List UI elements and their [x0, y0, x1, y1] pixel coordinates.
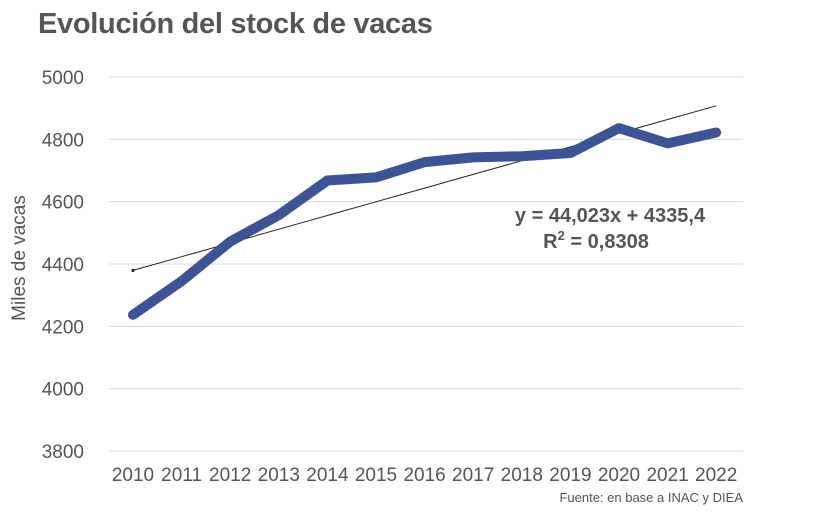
source-note: Fuente: en base a INAC y DIEA: [559, 490, 743, 505]
y-tick-label: 4200: [42, 317, 84, 338]
y-tick-label: 4000: [42, 380, 84, 401]
y-tick-label: 4400: [42, 255, 84, 276]
x-tick-label: 2020: [598, 465, 640, 486]
x-tick-label: 2018: [501, 465, 543, 486]
data-point-2019: [566, 149, 575, 158]
data-point-2010: [129, 310, 137, 319]
data-point-2012: [226, 237, 235, 246]
trendline-equation: y = 44,023x + 4335,4: [515, 205, 706, 227]
data-point-2022: [712, 128, 721, 137]
data-point-2016: [420, 158, 429, 167]
r-squared-label: R2 = 0,8308: [543, 228, 649, 253]
series-group: [128, 105, 722, 320]
data-point-2020: [615, 124, 623, 133]
x-tick-label: 2010: [112, 465, 154, 486]
data-point-2014: [323, 176, 332, 185]
x-axis-ticks: 2010 2011 2012 2013 2014 2015 2016 2017 2018 2019…: [112, 465, 737, 486]
x-tick-label: 2016: [403, 465, 445, 486]
x-tick-label: 2012: [209, 465, 251, 486]
r-squared-prefix: R: [543, 231, 558, 253]
data-point-2017: [469, 153, 478, 162]
data-point-2018: [517, 152, 526, 161]
y-axis-ticks: 3800 4000 4200 4400 4600 4800 5000: [42, 68, 84, 463]
trendline-start-marker: [131, 268, 135, 273]
r-squared-value: = 0,8308: [565, 231, 649, 253]
gridlines: [109, 76, 743, 452]
y-tick-label: 3800: [42, 442, 84, 463]
data-point-2011: [177, 277, 186, 286]
data-point-2013: [274, 211, 283, 220]
x-tick-label: 2019: [549, 465, 591, 486]
y-tick-label: 4600: [42, 193, 84, 214]
x-tick-label: 2021: [646, 465, 688, 486]
x-tick-label: 2017: [452, 465, 494, 486]
x-tick-label: 2014: [306, 465, 349, 486]
r-squared-superscript: 2: [558, 228, 565, 243]
x-tick-label: 2011: [161, 465, 202, 486]
chart-title: Evolución del stock de vacas: [38, 8, 433, 40]
y-tick-label: 5000: [42, 68, 84, 89]
x-tick-label: 2022: [695, 465, 737, 486]
x-tick-label: 2013: [258, 465, 300, 486]
data-point-2015: [372, 173, 380, 182]
x-tick-label: 2015: [355, 465, 397, 486]
y-axis-label: Miles de vacas: [9, 195, 30, 321]
y-tick-label: 4800: [42, 130, 84, 151]
data-point-2021: [663, 139, 672, 148]
